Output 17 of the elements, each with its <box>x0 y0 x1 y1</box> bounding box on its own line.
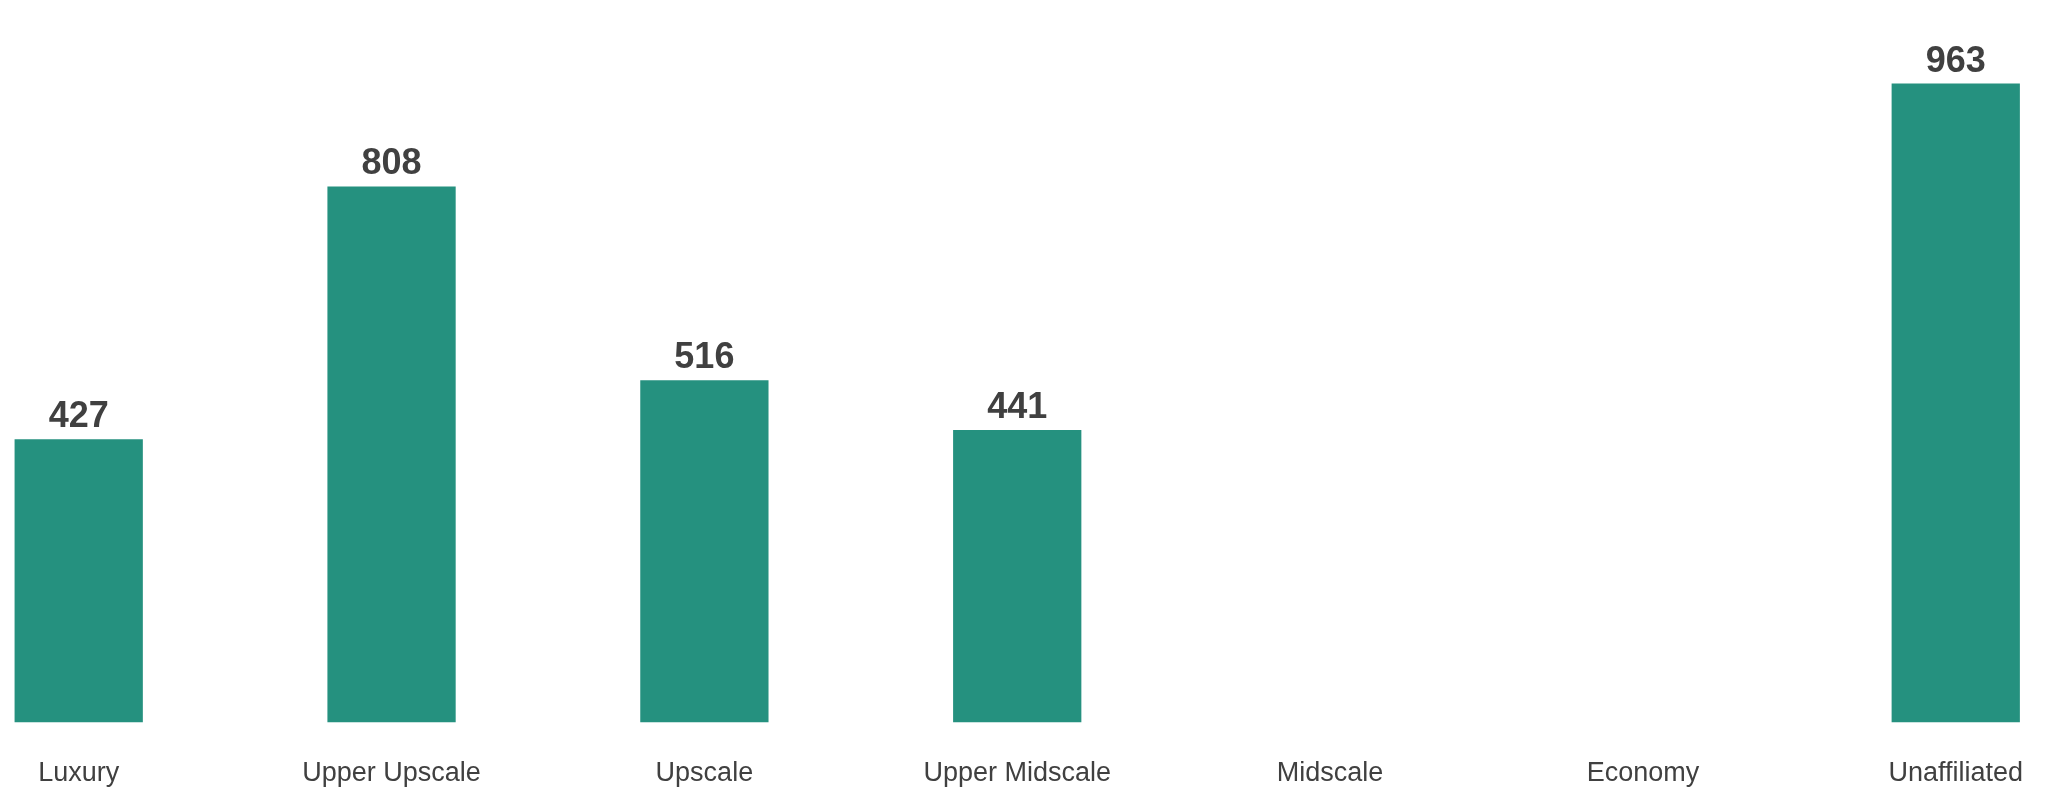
bar <box>1891 83 2020 723</box>
x-tick-label: Upscale <box>655 756 754 787</box>
data-label: 427 <box>48 394 109 436</box>
x-tick-label: Upper Upscale <box>302 756 481 787</box>
data-label: 963 <box>1925 38 1986 80</box>
x-tick-label: Luxury <box>38 756 120 787</box>
bar <box>640 380 769 723</box>
x-tick-label: Upper Midscale <box>923 756 1112 787</box>
bar <box>953 429 1082 723</box>
x-tick-label: Economy <box>1586 756 1700 787</box>
data-label: 808 <box>361 141 422 183</box>
bar <box>14 439 143 723</box>
x-tick-label: Midscale <box>1276 756 1384 787</box>
x-tick-label: Unaffiliated <box>1888 756 2024 787</box>
bar <box>327 186 456 723</box>
data-label: 441 <box>987 384 1048 426</box>
data-label: 516 <box>674 335 735 377</box>
